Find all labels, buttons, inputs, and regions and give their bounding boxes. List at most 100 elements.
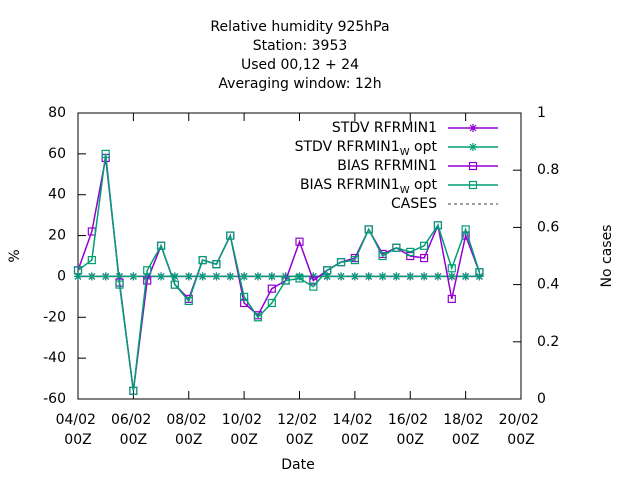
data-point xyxy=(309,276,318,285)
data-point xyxy=(461,231,470,240)
x-tick-label: 06/02 00Z xyxy=(111,412,156,448)
data-point xyxy=(240,272,249,281)
legend-marker xyxy=(468,180,478,190)
x-tick-label: 04/02 00Z xyxy=(56,412,101,448)
y-tick-label: -40 xyxy=(43,350,66,366)
y-tick-label: 20 xyxy=(48,228,66,244)
data-point xyxy=(419,253,429,263)
data-point xyxy=(295,272,304,281)
y-tick-label: 0 xyxy=(57,268,66,284)
data-point xyxy=(212,260,221,269)
data-point xyxy=(433,272,442,281)
y-tick-label: -60 xyxy=(43,391,66,407)
legend-label: BIAS RFRMIN1 xyxy=(337,158,437,174)
x-tick-label: 10/02 00Z xyxy=(222,412,267,448)
data-point xyxy=(156,241,166,250)
data-point xyxy=(267,298,276,308)
data-point xyxy=(447,264,456,273)
x-tick-label: 12/02 00Z xyxy=(277,412,322,448)
data-point xyxy=(447,294,456,303)
data-point xyxy=(74,272,82,281)
y-tick-label: 80 xyxy=(48,105,66,121)
data-point xyxy=(350,272,359,281)
y2-tick-label: 1 xyxy=(537,105,546,121)
data-point xyxy=(336,258,346,267)
legend-marker xyxy=(468,161,478,171)
data-point xyxy=(184,272,193,281)
data-point xyxy=(170,272,179,281)
data-point xyxy=(267,272,276,281)
x-tick-label: 08/02 00Z xyxy=(166,412,211,448)
data-point xyxy=(101,272,110,281)
data-point xyxy=(461,225,470,234)
chart-title: Relative humidity 925hPa xyxy=(210,19,389,35)
y2-tick-label: 0.4 xyxy=(537,277,559,293)
x-axis-label: Date xyxy=(281,457,314,473)
data-point xyxy=(419,241,429,250)
data-point xyxy=(364,272,373,281)
y2-tick-label: 0.8 xyxy=(537,162,559,178)
legend-marker xyxy=(469,143,477,151)
legend-marker xyxy=(469,124,477,132)
y-axis-label: % xyxy=(7,249,23,262)
data-point xyxy=(87,255,96,265)
data-point xyxy=(364,225,373,234)
data-point xyxy=(198,255,207,265)
data-point xyxy=(309,282,318,291)
data-point xyxy=(406,247,415,257)
data-point xyxy=(378,251,387,261)
data-point xyxy=(461,272,470,281)
data-point xyxy=(240,292,249,301)
data-point xyxy=(350,255,359,265)
data-point xyxy=(392,272,401,281)
chart-title: Station: 3953 xyxy=(253,38,348,54)
data-point xyxy=(184,296,193,306)
data-point xyxy=(198,272,207,281)
data-point xyxy=(267,284,276,293)
data-point xyxy=(129,386,138,395)
legend-label: BIAS RFRMIN1W opt xyxy=(300,177,438,196)
data-point xyxy=(281,276,290,285)
data-point xyxy=(253,313,263,322)
series-line xyxy=(77,157,481,391)
data-point xyxy=(378,272,387,281)
x-tick-label: 16/02 00Z xyxy=(388,412,433,448)
y-tick-label: 40 xyxy=(48,187,66,203)
chart-title: Used 00,12 + 24 xyxy=(241,57,359,73)
data-point xyxy=(392,243,401,252)
data-point xyxy=(295,274,304,283)
data-point xyxy=(337,272,346,281)
data-point xyxy=(170,280,180,289)
data-point xyxy=(226,231,235,240)
data-point xyxy=(420,272,429,281)
y-tick-label: -20 xyxy=(43,309,66,325)
y2-tick-label: 0.2 xyxy=(537,334,559,350)
y2-tick-label: 0 xyxy=(537,391,546,407)
y-tick-label: 60 xyxy=(48,146,66,162)
x-tick-label: 20/02 00Z xyxy=(499,412,544,448)
data-point xyxy=(323,266,332,275)
data-point xyxy=(226,272,235,281)
data-point xyxy=(143,266,152,275)
x-tick-label: 18/02 00Z xyxy=(443,412,488,448)
data-point xyxy=(253,272,262,281)
legend-label: STDV RFRMIN1 xyxy=(332,120,437,136)
data-point xyxy=(73,266,83,275)
data-point xyxy=(87,272,96,281)
data-point xyxy=(212,272,221,281)
chart-title: Averaging window: 12h xyxy=(218,76,381,92)
data-point xyxy=(101,149,110,158)
data-point xyxy=(295,237,304,246)
x-tick-label: 14/02 00Z xyxy=(332,412,377,448)
data-point xyxy=(323,272,332,281)
data-point xyxy=(129,272,138,281)
y2-tick-label: 0.6 xyxy=(537,219,559,235)
y2-axis-label: No cases xyxy=(599,225,615,288)
data-point xyxy=(447,272,456,281)
data-point xyxy=(115,280,124,289)
legend-label: CASES xyxy=(391,196,437,212)
data-point xyxy=(143,276,152,285)
